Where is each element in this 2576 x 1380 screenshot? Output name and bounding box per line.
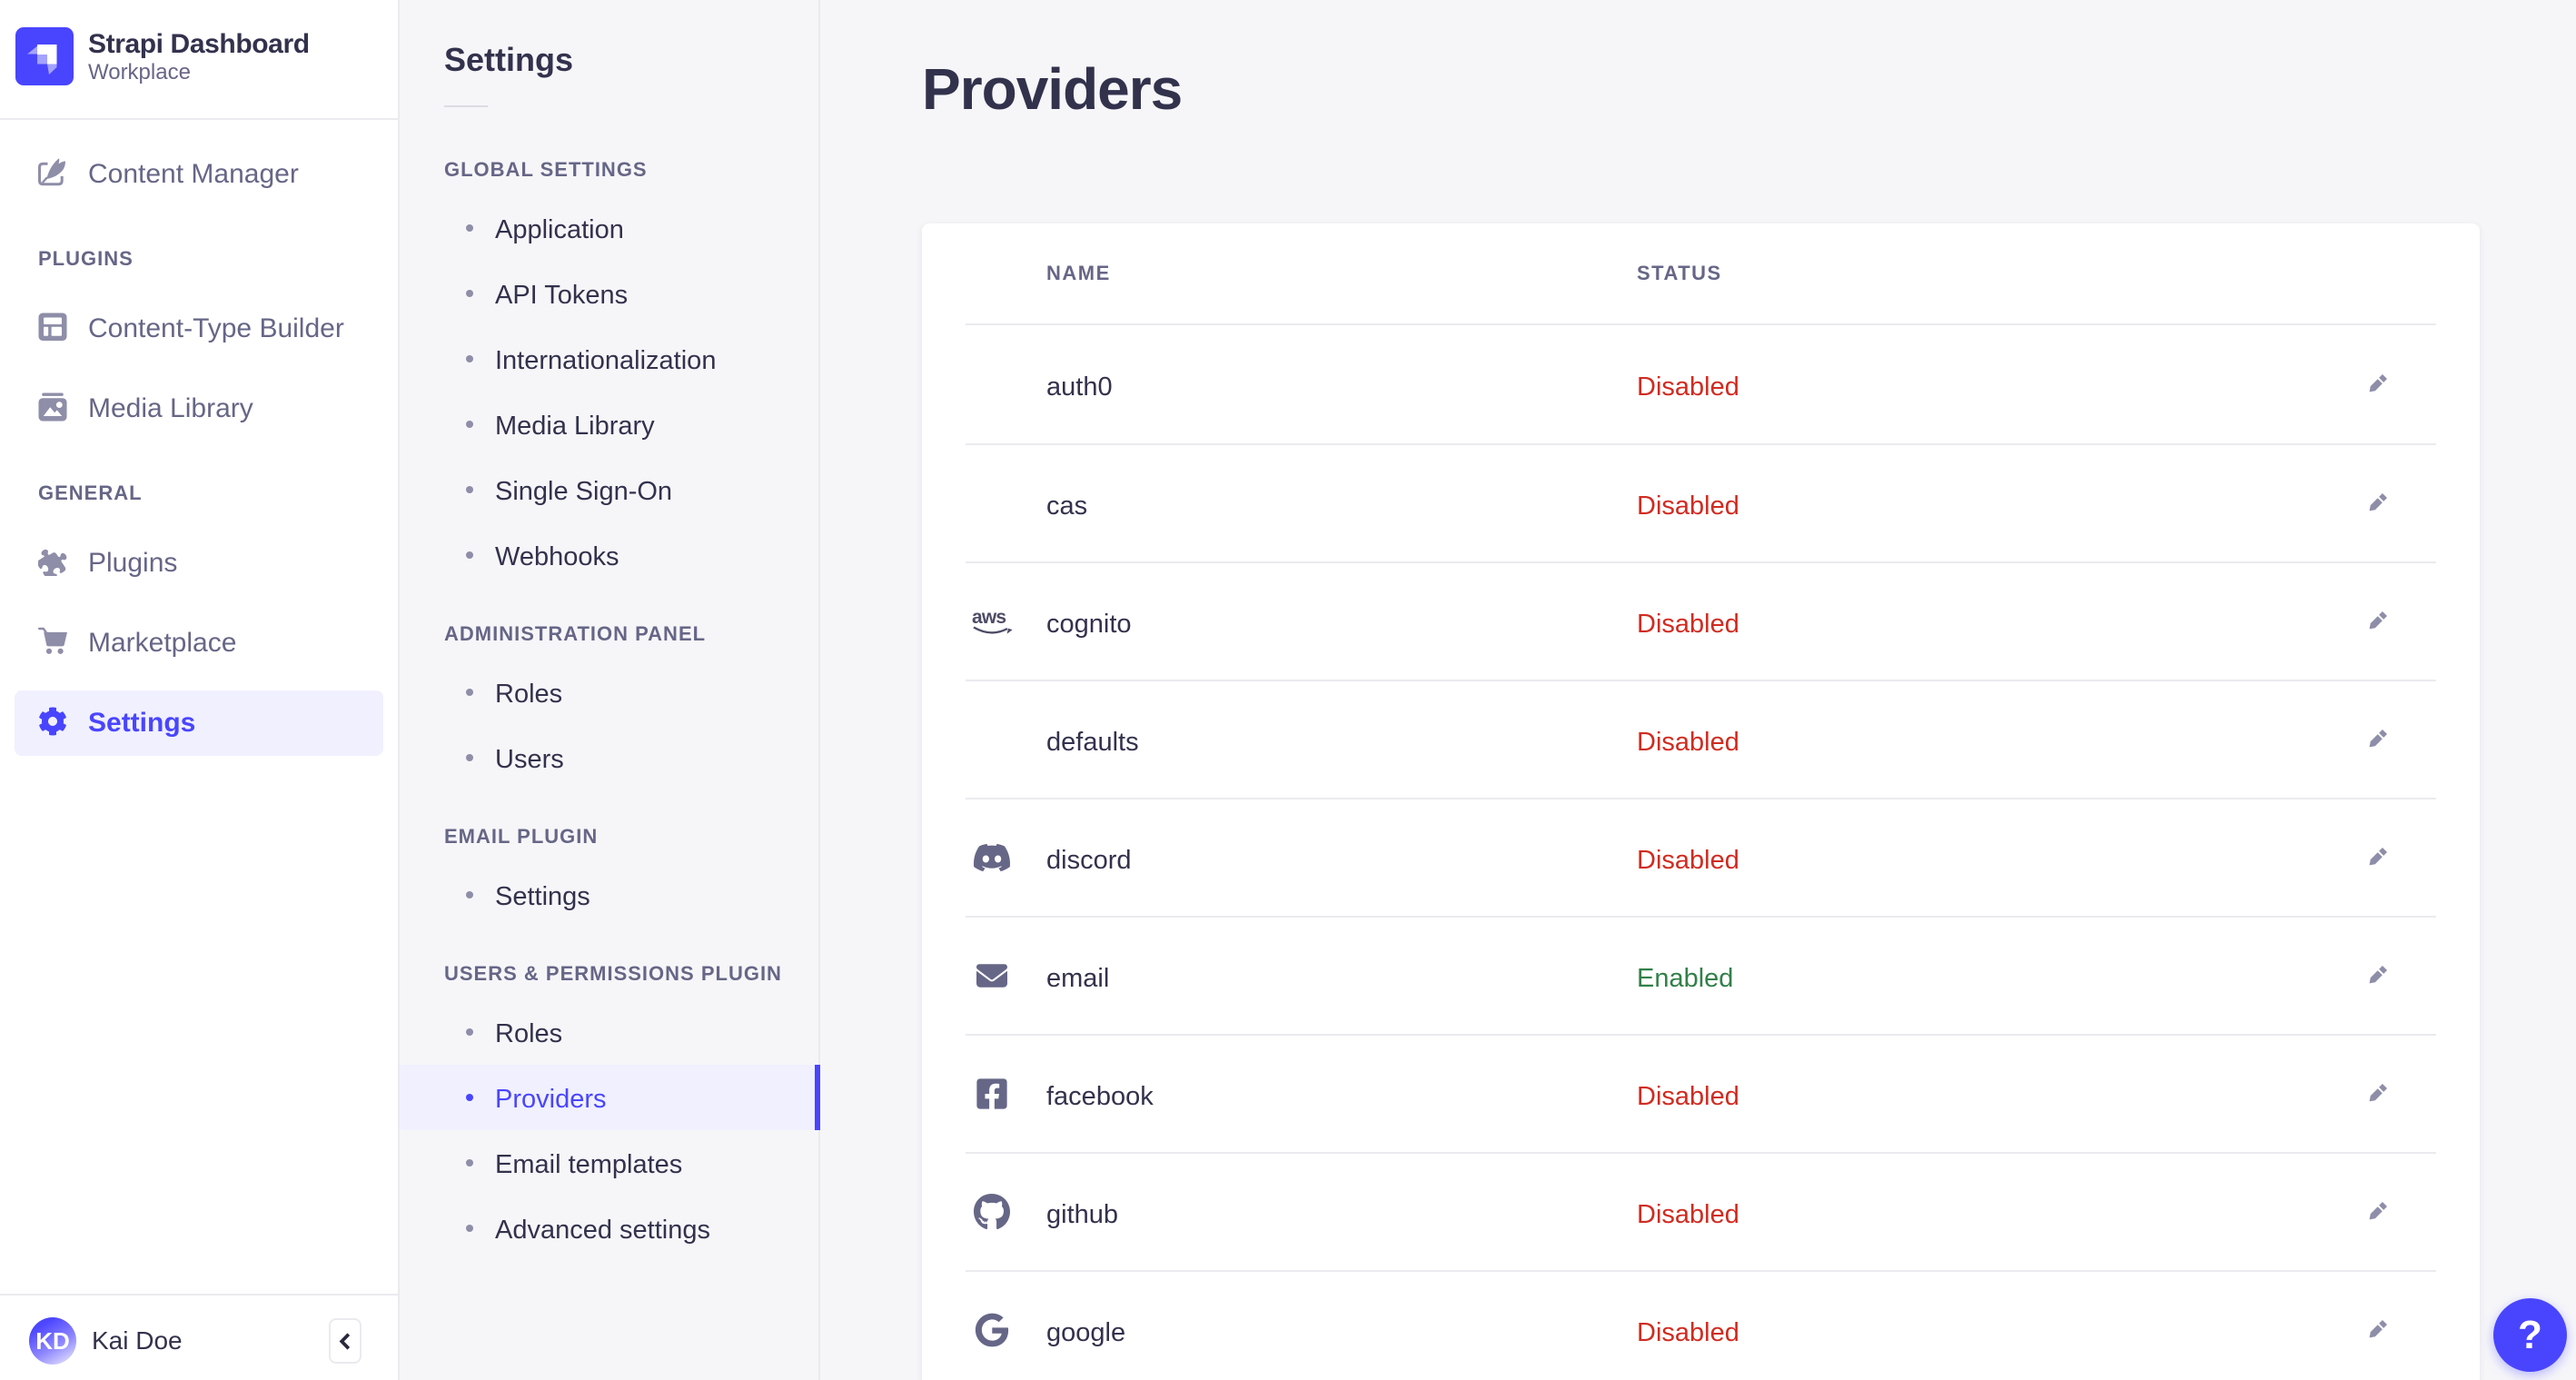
svg-text:aws: aws bbox=[972, 607, 1006, 628]
